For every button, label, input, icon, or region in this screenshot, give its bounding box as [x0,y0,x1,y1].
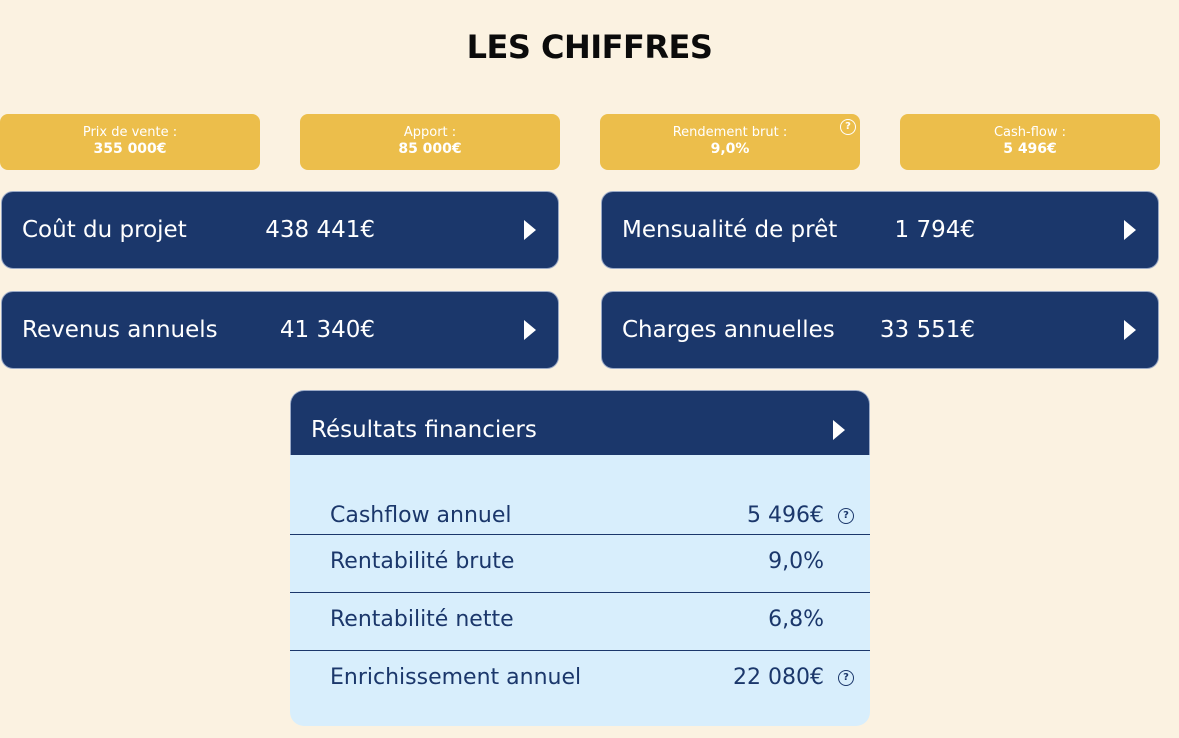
panel-label: Coût du projet [22,217,187,243]
results-title: Résultats financiers [311,417,537,443]
kpi-value: 5 496€ [1003,141,1057,157]
kpi-card-cash-flow: Cash-flow : 5 496€ [900,114,1160,170]
panel-value: 438 441€ [265,217,375,243]
row-label: Rentabilité brute [330,549,515,574]
kpi-value: 9,0% [710,141,750,157]
results-row-rentabilite-brute: Rentabilité brute 9,0% [290,534,870,592]
row-label: Enrichissement annuel [330,665,582,690]
row-label: Cashflow annuel [330,503,512,528]
play-triangle-icon[interactable] [1124,320,1136,340]
question-circle-icon[interactable]: ? [838,670,854,686]
panel-label: Mensualité de prêt [622,217,838,243]
row-value: 22 080€ [733,665,824,690]
kpi-card-rendement-brut: Rendement brut : 9,0% ? [600,114,860,170]
row-value: 5 496€ [747,503,824,528]
panel-value: 1 794€ [894,217,975,243]
play-triangle-icon[interactable] [524,320,536,340]
row-value: 6,8% [768,607,824,632]
kpi-label: Cash-flow : [993,125,1067,140]
results-row-enrichissement-annuel: Enrichissement annuel 22 080€ ? [290,650,870,708]
results-row-rentabilite-nette: Rentabilité nette 6,8% [290,592,870,650]
kpi-value: 85 000€ [398,141,462,157]
kpi-value: 355 000€ [93,141,167,157]
page-title: LES CHIFFRES [466,28,713,66]
panel-label: Revenus annuels [22,317,218,343]
panel-mensualite-de-pret[interactable]: Mensualité de prêt 1 794€ [601,191,1159,269]
panel-charges-annuelles[interactable]: Charges annuelles 33 551€ [601,291,1159,369]
kpi-card-apport: Apport : 85 000€ [300,114,560,170]
kpi-label: Apport : [403,125,457,140]
results-row-cashflow-annuel: Cashflow annuel 5 496€ ? [290,489,870,534]
question-circle-icon[interactable]: ? [840,119,856,135]
results-list: Cashflow annuel 5 496€ ? Rentabilité bru… [290,489,870,708]
play-triangle-icon[interactable] [524,220,536,240]
panel-value: 41 340€ [279,317,375,343]
panel-cout-du-projet[interactable]: Coût du projet 438 441€ [1,191,559,269]
panel-label: Charges annuelles [622,317,835,343]
results-header[interactable]: Résultats financiers [290,390,870,455]
play-triangle-icon[interactable] [833,420,845,440]
panel-revenus-annuels[interactable]: Revenus annuels 41 340€ [1,291,559,369]
kpi-card-prix-de-vente: Prix de vente : 355 000€ [0,114,260,170]
row-label: Rentabilité nette [330,607,514,632]
question-circle-icon[interactable]: ? [838,508,854,524]
play-triangle-icon[interactable] [1124,220,1136,240]
kpi-label: Rendement brut : [672,125,788,140]
panel-value: 33 551€ [879,317,975,343]
kpi-label: Prix de vente : [82,125,178,140]
results-card: Résultats financiers Cashflow annuel 5 4… [290,390,870,726]
row-value: 9,0% [768,549,824,574]
